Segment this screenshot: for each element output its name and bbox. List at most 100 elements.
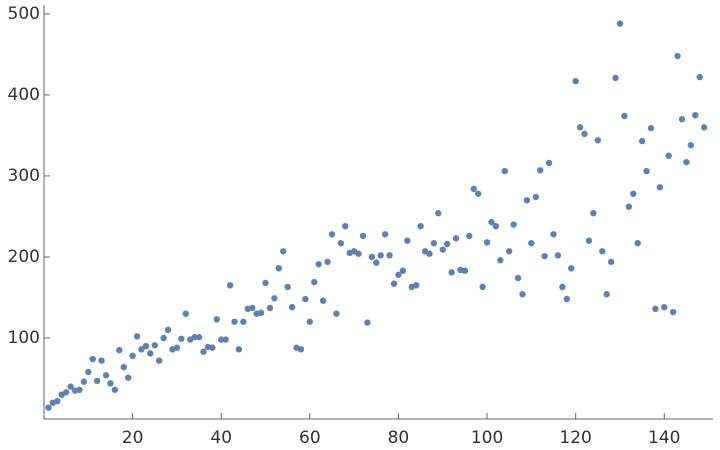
point (284, 283, 291, 291)
point (559, 283, 566, 291)
point (240, 318, 247, 325)
y-tick-label: 100 (8, 328, 40, 348)
point (692, 111, 699, 119)
point (89, 355, 96, 363)
point (545, 159, 553, 167)
point (590, 210, 597, 217)
x-tick-label: 120 (559, 428, 591, 448)
point (399, 267, 407, 274)
point (479, 283, 486, 291)
point (249, 304, 256, 312)
point (585, 237, 593, 244)
point (674, 52, 681, 60)
point (200, 348, 207, 355)
point (116, 346, 123, 354)
point (138, 346, 145, 353)
point (306, 318, 314, 325)
point (54, 397, 61, 405)
point (607, 258, 615, 266)
point (381, 231, 389, 238)
point (359, 232, 367, 240)
point (111, 386, 119, 394)
point (45, 404, 52, 411)
point (235, 346, 243, 353)
point (324, 258, 331, 266)
point (142, 342, 150, 350)
point (355, 250, 362, 257)
point (612, 74, 619, 82)
point (572, 77, 579, 85)
point (519, 291, 526, 298)
point (377, 252, 384, 259)
point (448, 269, 455, 276)
point (528, 239, 535, 247)
point (62, 389, 70, 396)
point (262, 279, 269, 287)
point (510, 221, 517, 228)
point (342, 222, 349, 230)
point (581, 130, 588, 138)
point (696, 73, 703, 81)
point (568, 265, 575, 272)
point (67, 383, 74, 390)
point (368, 253, 376, 261)
point (599, 248, 606, 255)
point (417, 222, 424, 230)
point (665, 152, 672, 159)
point (98, 357, 105, 364)
point (288, 303, 296, 311)
point (85, 368, 92, 376)
point (195, 333, 203, 341)
point (576, 124, 584, 131)
point (386, 252, 393, 259)
point (426, 250, 433, 257)
point (129, 352, 136, 360)
point (280, 248, 287, 255)
point (497, 257, 504, 264)
x-tick-label: 140 (648, 428, 680, 448)
x-tick-label: 20 (122, 428, 144, 448)
point (319, 297, 327, 304)
point (501, 167, 508, 175)
point (164, 326, 172, 334)
point (333, 310, 340, 317)
point (634, 239, 641, 247)
point (364, 319, 371, 326)
point (550, 231, 557, 238)
point (687, 141, 695, 149)
point (275, 265, 283, 272)
point (155, 357, 163, 364)
point (102, 372, 110, 379)
point (488, 218, 495, 226)
point (678, 116, 686, 123)
point (461, 267, 469, 274)
point (435, 210, 442, 217)
y-tick-label: 300 (8, 166, 40, 186)
point (430, 239, 438, 247)
point (483, 239, 491, 246)
point (80, 378, 88, 385)
point (412, 282, 420, 289)
point (133, 333, 141, 340)
point (147, 350, 154, 357)
point (266, 304, 274, 312)
point (191, 333, 198, 341)
point (616, 20, 624, 27)
point (222, 336, 229, 343)
y-tick-label: 400 (8, 85, 40, 105)
point (297, 346, 305, 353)
point (643, 167, 650, 175)
point (160, 334, 167, 342)
point (621, 112, 628, 120)
point (209, 344, 216, 351)
point (124, 374, 132, 381)
point (683, 158, 690, 166)
point (505, 248, 513, 255)
x-tick-label: 100 (471, 428, 503, 448)
point (563, 295, 570, 303)
point (302, 295, 309, 303)
point (182, 310, 189, 317)
x-tick-label: 80 (388, 428, 410, 448)
x-tick-label: 60 (299, 428, 321, 448)
